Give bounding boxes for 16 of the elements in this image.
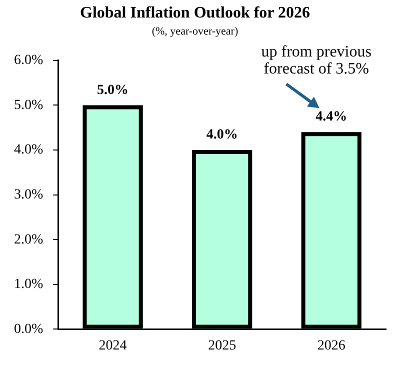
chart-subtitle: (%, year-over-year) bbox=[152, 26, 238, 38]
x-tick-label: 2025 bbox=[208, 338, 236, 354]
data-label: 4.4% bbox=[316, 110, 348, 125]
annotation: up from previous forecast of 3.5% bbox=[261, 43, 372, 78]
y-tick-label: 0.0% bbox=[14, 322, 44, 337]
y-tick-label: 2.0% bbox=[14, 232, 44, 248]
y-tick-label: 5.0% bbox=[14, 98, 44, 113]
y-tick-label: 6.0% bbox=[14, 53, 44, 68]
y-tick-label: 4.0% bbox=[14, 142, 44, 158]
data-label: 5.0% bbox=[97, 82, 129, 98]
x-tick-label: 2026 bbox=[317, 338, 346, 354]
y-tick-label: 3.0% bbox=[14, 187, 44, 202]
y-tick-label: 1.0% bbox=[14, 277, 44, 292]
data-label: 4.0% bbox=[206, 128, 238, 143]
chart-title: Global Inflation Outlook for 2026 bbox=[80, 4, 310, 22]
x-tick-label: 2024 bbox=[98, 338, 127, 354]
